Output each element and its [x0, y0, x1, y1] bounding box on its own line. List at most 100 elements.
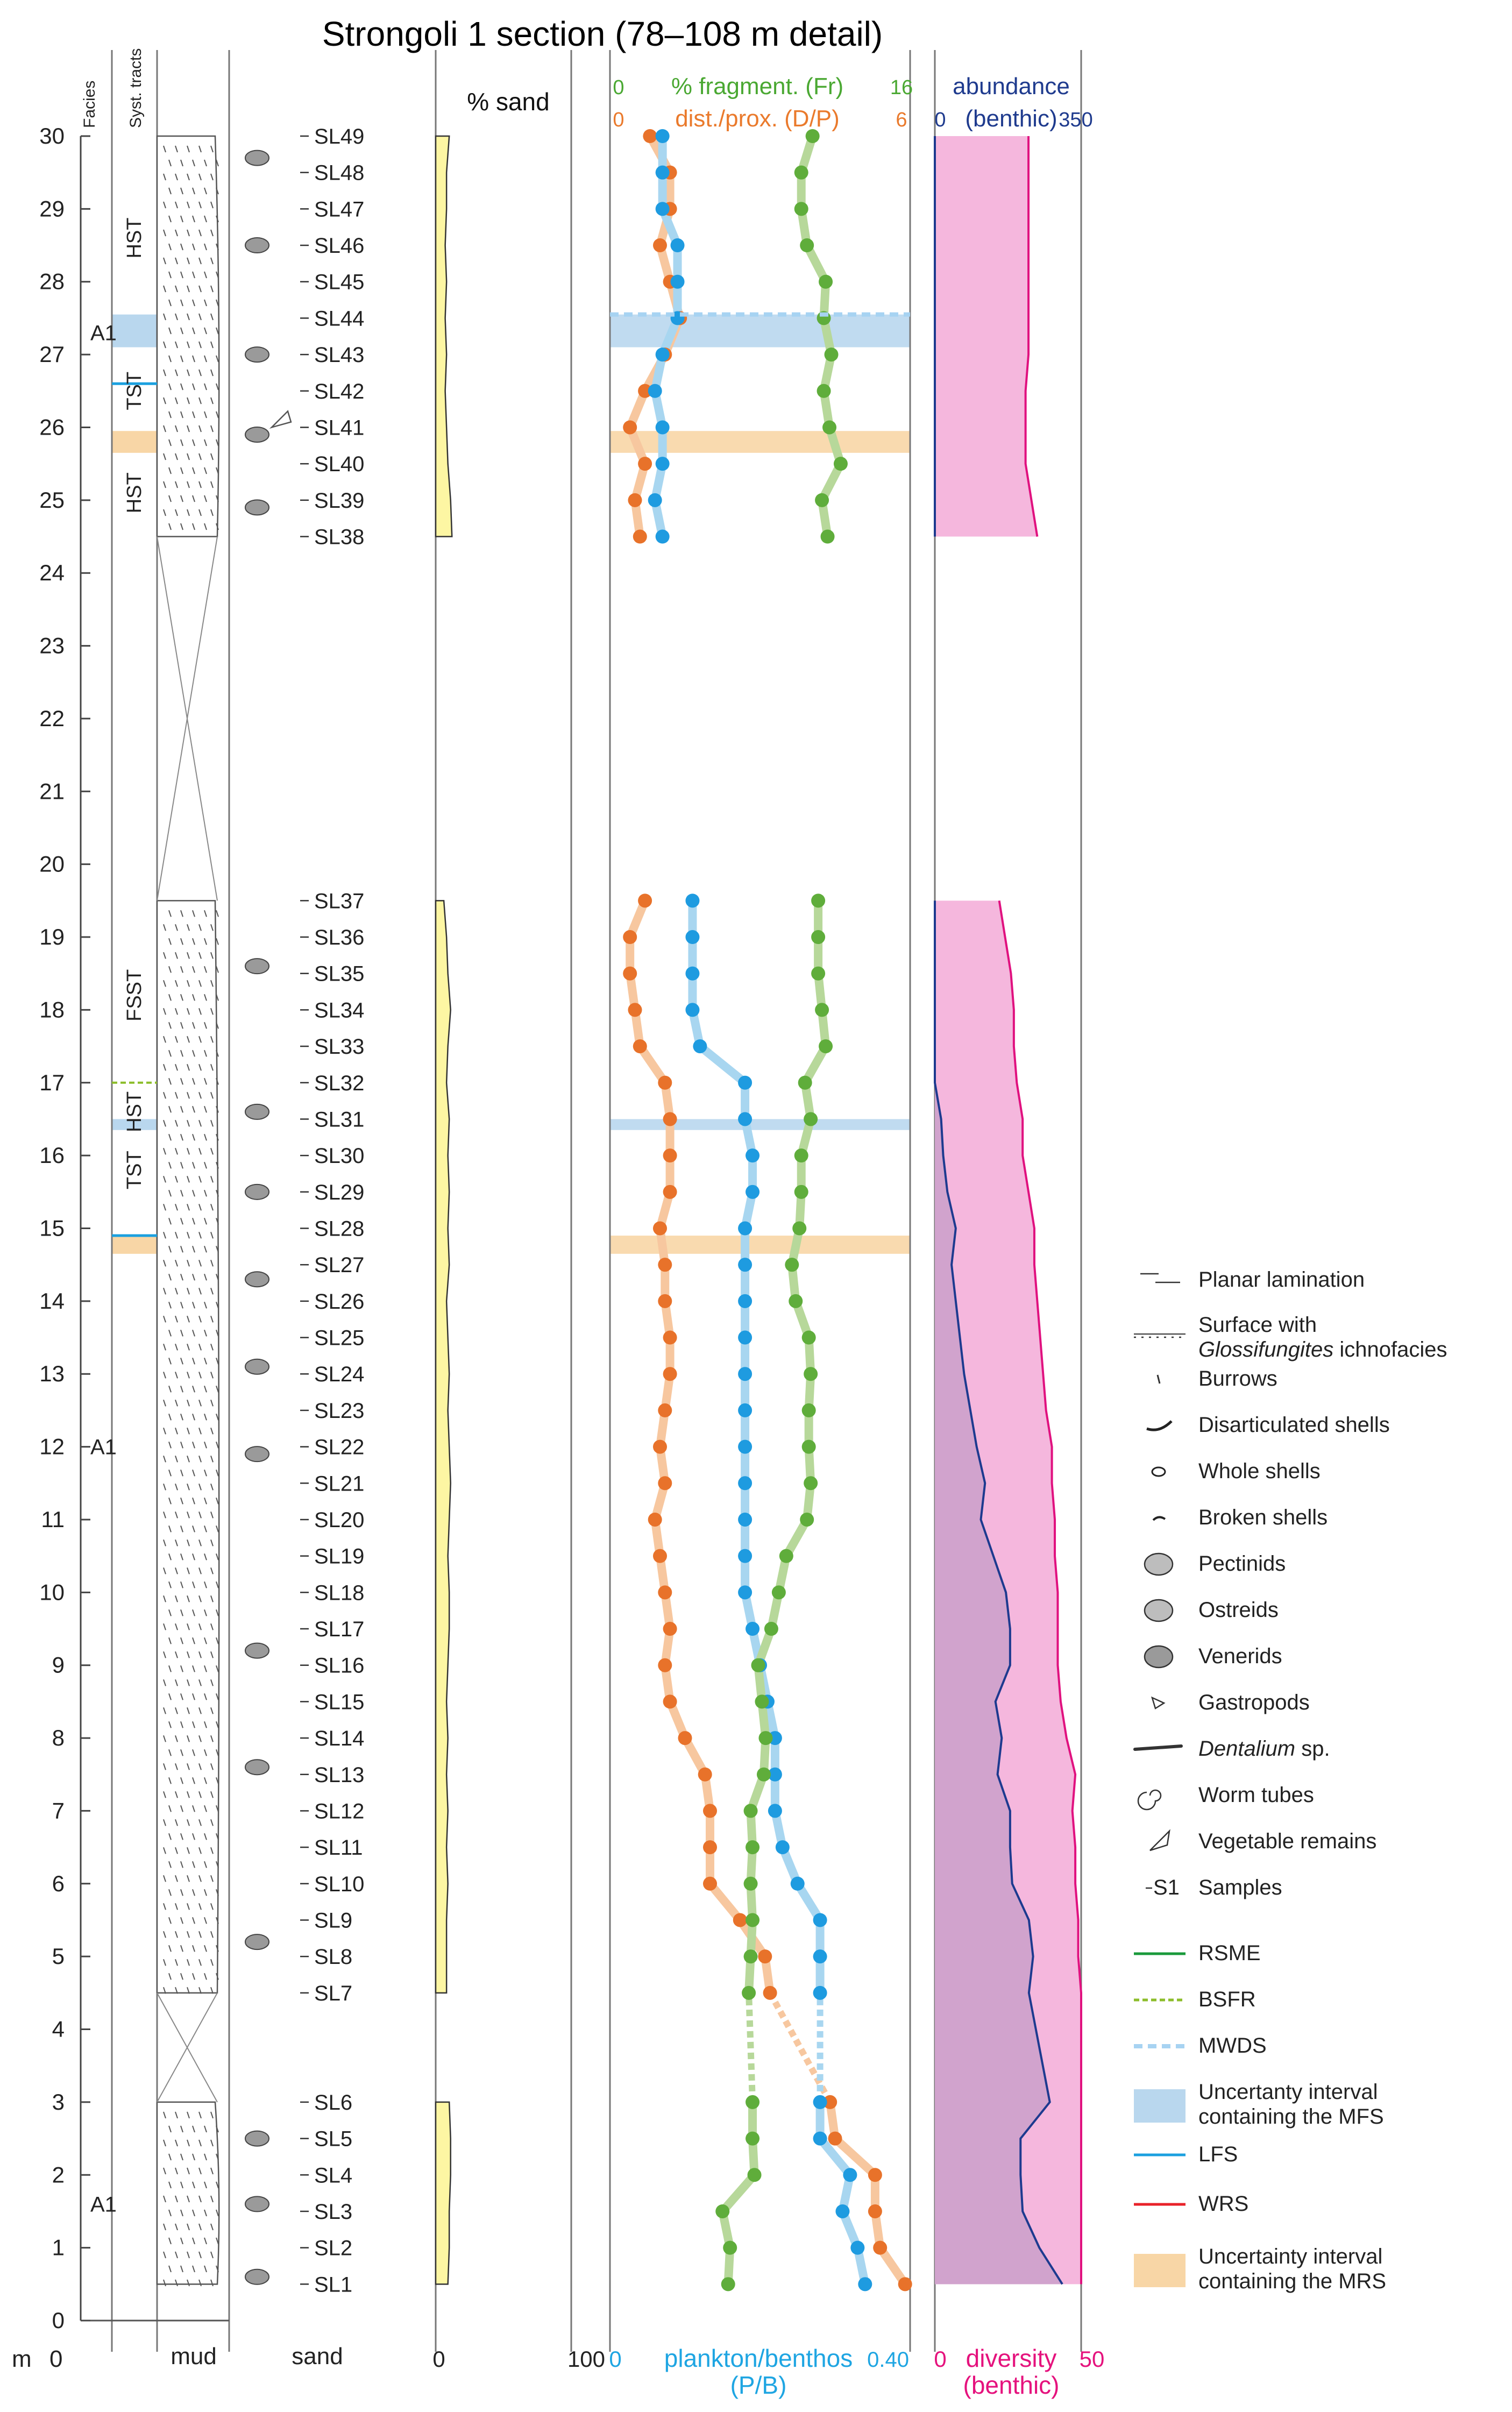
ab-axis-title: abundance — [953, 73, 1070, 100]
sample-label: SL39 — [314, 489, 364, 513]
burrow-mark — [216, 159, 219, 167]
burrow-mark — [175, 1260, 178, 1267]
burrow-mark — [163, 2167, 166, 2175]
burrow-mark — [175, 369, 178, 377]
axis-labels: Facies Syst. tracts mud sand A1 A1 A1 HST TST HST… — [12, 48, 1104, 2399]
burrow-mark — [192, 2153, 195, 2161]
depth-tick-label: 27 — [39, 342, 65, 367]
depth-tick-label: 19 — [39, 924, 65, 949]
plankton_benthos-point — [685, 893, 700, 908]
burrow-mark — [204, 1498, 207, 1505]
burrow-mark — [210, 2195, 214, 2203]
sample-label: SL48 — [314, 161, 364, 185]
plankton_benthos-point — [738, 1403, 753, 1417]
burrow-mark — [192, 1106, 195, 1113]
fragment_percent-point — [794, 202, 808, 216]
dist_prox_ratio-point — [678, 1731, 692, 1746]
chart-title: Strongoli 1 section (78–108 m detail) — [322, 15, 883, 53]
sand-area — [435, 135, 453, 537]
burrow-mark — [180, 1805, 183, 1812]
burrow-mark — [192, 1553, 195, 1560]
burrow-mark — [163, 509, 166, 516]
burrow-mark — [192, 187, 195, 195]
burrow-mark — [163, 313, 166, 321]
burrow-mark — [210, 1735, 214, 1742]
depth-tick-label: 11 — [41, 1507, 65, 1532]
burrow-mark — [210, 1567, 214, 1574]
burrow-mark — [198, 2223, 202, 2231]
burrow-mark — [175, 1316, 178, 1323]
burrow-mark — [168, 1945, 172, 1952]
dist_prox_ratio-point — [653, 238, 667, 253]
burrow-mark — [175, 1232, 178, 1239]
burrow-mark — [210, 201, 214, 209]
burrow-mark — [216, 411, 219, 418]
burrow-mark — [192, 1470, 195, 1477]
burrow-mark — [216, 299, 219, 307]
burrow-mark — [175, 285, 178, 293]
burrow-mark — [175, 145, 178, 153]
dist_prox_ratio-point — [638, 457, 652, 471]
burrow-mark — [175, 1819, 178, 1826]
dist_prox_ratio-point — [658, 1075, 672, 1090]
fragment_percent-point — [801, 1403, 816, 1417]
burrow-mark — [187, 1512, 190, 1519]
burrow-mark — [180, 1721, 183, 1728]
fragment_percent-point — [743, 1876, 758, 1891]
dist_prox_ratio-point — [663, 1112, 677, 1126]
burrow-mark — [180, 2125, 183, 2133]
depth-tick-label: 2 — [52, 2162, 65, 2187]
burrow-mark — [216, 1106, 219, 1113]
burrow-mark — [180, 327, 183, 335]
burrow-mark — [216, 439, 219, 446]
fragment_percent-point — [794, 165, 808, 180]
burrow-mark — [204, 1330, 207, 1337]
burrow-mark — [180, 1749, 183, 1756]
legend-label: LFS — [1198, 2143, 1238, 2166]
burrow-mark — [180, 1162, 183, 1169]
burrow-mark — [204, 243, 207, 251]
legend-label: Surface with Glossifungites ichnofacies — [1198, 1313, 1447, 1361]
burrow-mark — [175, 1735, 178, 1742]
burrow-mark — [192, 1190, 195, 1197]
burrow-mark — [175, 1008, 178, 1015]
legend-whole-shell-icon — [1151, 1466, 1166, 1477]
burrow-mark — [192, 271, 195, 279]
burrow-mark — [192, 495, 195, 502]
burrow-mark — [187, 1204, 190, 1211]
burrow-mark — [175, 2223, 178, 2231]
burrow-mark — [210, 1036, 214, 1043]
burrow-mark — [198, 257, 202, 265]
burrow-mark — [198, 1120, 202, 1127]
burrow-mark — [192, 383, 195, 391]
burrow-mark — [175, 1288, 178, 1295]
depth-tick-label: 28 — [39, 269, 65, 294]
depth-tick-label: 14 — [39, 1288, 65, 1314]
burrow-mark — [187, 1260, 190, 1267]
burrow-mark — [216, 1861, 219, 1868]
fragment_percent-point — [804, 1367, 818, 1381]
burrow-mark — [180, 271, 183, 279]
dist_prox_ratio-point — [663, 1367, 677, 1381]
burrow-mark — [210, 1651, 214, 1658]
burrow-mark — [163, 2279, 166, 2287]
burrow-mark — [210, 1987, 214, 1994]
fragment_percent-point — [789, 1294, 803, 1308]
sample-label: SL33 — [314, 1035, 364, 1059]
sample-label: SL36 — [314, 926, 364, 949]
burrow-mark — [180, 1134, 183, 1141]
burrow-mark — [204, 1302, 207, 1309]
burrow-mark — [204, 159, 207, 167]
burrow-mark — [187, 1372, 190, 1379]
dist_prox_ratio-point — [663, 1148, 677, 1163]
burrow-mark — [198, 229, 202, 237]
burrow-mark — [168, 1861, 172, 1868]
sample-label: SL17 — [314, 1618, 364, 1641]
burrow-mark — [192, 1973, 195, 1980]
plankton_benthos-point — [858, 2277, 872, 2292]
burrow-mark — [180, 1945, 183, 1952]
burrow-mark — [198, 1148, 202, 1155]
burrow-mark — [187, 1064, 190, 1071]
systems-tract-label: FSST — [123, 969, 146, 1021]
burrow-mark — [180, 938, 183, 945]
